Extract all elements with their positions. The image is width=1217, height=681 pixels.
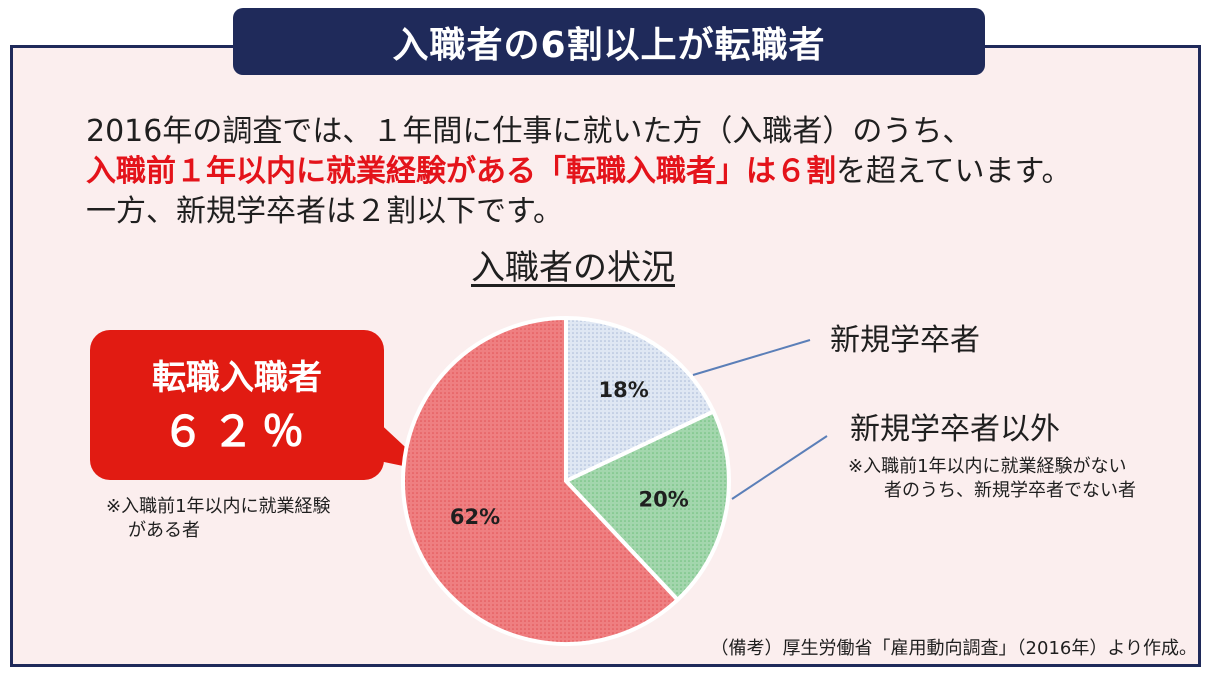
lead-line-2: 入職前１年以内に就業経験がある「転職入職者」は６割を超えています。	[86, 152, 1196, 192]
lead-highlight-text: 入職前１年以内に就業経験がある「転職入職者」は６割	[86, 154, 836, 189]
callout-note-line-1: ※入職前1年以内に就業経験	[106, 496, 331, 517]
label-other: 新規学卒者以外	[850, 412, 1060, 447]
callout-note-line-2: がある者	[128, 520, 200, 541]
other-note-line-2: 者のうち、新規学卒者でない者	[884, 480, 1136, 501]
other-note: ※入職前1年以内に就業経験がない 者のうち、新規学卒者でない者	[848, 455, 1136, 503]
other-note-line-1: ※入職前1年以内に就業経験がない	[848, 456, 1127, 477]
chart-title: 入職者の状況	[471, 248, 675, 288]
lead-line-3: 一方、新規学卒者は２割以下です。	[86, 194, 563, 229]
callout-note: ※入職前1年以内に就業経験 がある者	[106, 495, 331, 543]
lead-line-1: 2016年の調査では、１年間に仕事に就いた方（入職者）のうち、	[86, 114, 973, 149]
callout-percent: ６２％	[161, 407, 312, 456]
callout-box: 転職入職者 ６２％	[90, 330, 384, 480]
source-note: （備考）厚生労働省「雇用動向調査」（2016年）より作成。	[710, 638, 1197, 659]
label-newgrad: 新規学卒者	[830, 323, 980, 358]
lead-line-2-rest: を超えています。	[836, 154, 1072, 189]
page-title-banner: 入職者の6割以上が転職者	[233, 8, 985, 75]
lead-text: 2016年の調査では、１年間に仕事に就いた方（入職者）のうち、 入職前１年以内に…	[86, 112, 1196, 232]
callout-name: 転職入職者	[152, 358, 322, 398]
page-title: 入職者の6割以上が転職者	[392, 24, 826, 66]
